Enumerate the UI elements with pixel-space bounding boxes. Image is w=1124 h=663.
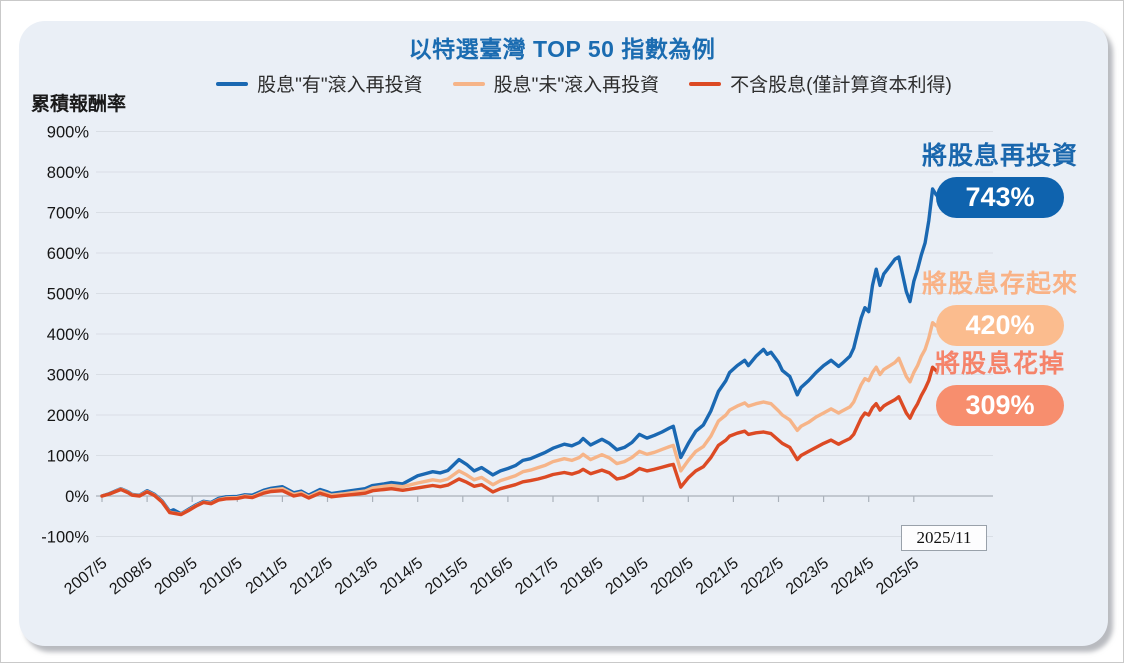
- svg-text:300%: 300%: [47, 367, 90, 385]
- svg-text:2012/5: 2012/5: [287, 555, 336, 599]
- svg-text:200%: 200%: [47, 407, 90, 425]
- svg-text:2021/5: 2021/5: [693, 555, 742, 599]
- annotation-save-label: 將股息存起來: [921, 270, 1078, 298]
- annotation-save-value-badge: 420%: [936, 304, 1064, 346]
- svg-text:2022/5: 2022/5: [738, 555, 787, 599]
- svg-text:600%: 600%: [47, 245, 90, 263]
- svg-text:800%: 800%: [47, 164, 90, 182]
- svg-text:2023/5: 2023/5: [783, 555, 832, 599]
- legend-item-no-dividend: 不含股息(僅計算資本利得): [689, 70, 952, 97]
- svg-text:2018/5: 2018/5: [558, 555, 607, 599]
- svg-text:2025/5: 2025/5: [873, 555, 922, 599]
- svg-text:2008/5: 2008/5: [107, 555, 156, 599]
- annotation-spend-label: 將股息花掉: [934, 350, 1065, 378]
- svg-text:2011/5: 2011/5: [243, 555, 291, 598]
- svg-text:2015/5: 2015/5: [422, 555, 471, 599]
- current-date-box: 2025/11: [901, 525, 987, 551]
- svg-text:2024/5: 2024/5: [828, 555, 877, 599]
- annotation-reinvest-value-badge: 743%: [936, 176, 1064, 218]
- legend-line-swatch-blue: [216, 81, 249, 86]
- svg-text:700%: 700%: [47, 205, 90, 223]
- legend-item-reinvested: 股息"有"滾入再投資: [216, 70, 423, 97]
- svg-text:2020/5: 2020/5: [648, 555, 697, 599]
- legend-line-swatch-orange: [452, 81, 485, 86]
- svg-text:0%: 0%: [65, 488, 89, 506]
- svg-text:2014/5: 2014/5: [377, 555, 426, 599]
- legend-label: 股息"未"滾入再投資: [493, 75, 660, 96]
- annotation-spend: 將股息花掉 309%: [909, 350, 1091, 426]
- svg-text:500%: 500%: [47, 286, 90, 304]
- y-axis-title: 累積報酬率: [31, 94, 127, 115]
- svg-text:2013/5: 2013/5: [332, 555, 381, 599]
- svg-text:2019/5: 2019/5: [603, 555, 652, 599]
- legend-line-swatch-red: [689, 81, 722, 86]
- annotation-save: 將股息存起來 420%: [909, 270, 1091, 346]
- annotation-reinvest: 將股息再投資 743%: [909, 142, 1091, 218]
- svg-text:-100%: -100%: [41, 529, 89, 547]
- svg-text:900%: 900%: [47, 124, 90, 142]
- svg-text:2007/5: 2007/5: [61, 555, 110, 599]
- svg-text:100%: 100%: [47, 448, 90, 466]
- svg-text:2009/5: 2009/5: [152, 555, 201, 599]
- svg-text:2017/5: 2017/5: [512, 555, 561, 599]
- annotation-reinvest-label: 將股息再投資: [921, 142, 1078, 170]
- svg-text:400%: 400%: [47, 326, 90, 344]
- chart-title: 以特選臺灣 TOP 50 指數為例: [408, 36, 716, 62]
- legend-label: 股息"有"滾入再投資: [257, 75, 423, 96]
- chart-legend: 股息"有"滾入再投資 股息"未"滾入再投資 不含股息(僅計算資本利得): [79, 70, 1089, 97]
- legend-item-not-reinvested: 股息"未"滾入再投資: [452, 70, 660, 97]
- svg-text:2010/5: 2010/5: [197, 555, 246, 599]
- svg-text:2016/5: 2016/5: [467, 555, 516, 599]
- legend-label: 不含股息(僅計算資本利得): [730, 75, 952, 96]
- annotation-spend-value-badge: 309%: [936, 384, 1064, 426]
